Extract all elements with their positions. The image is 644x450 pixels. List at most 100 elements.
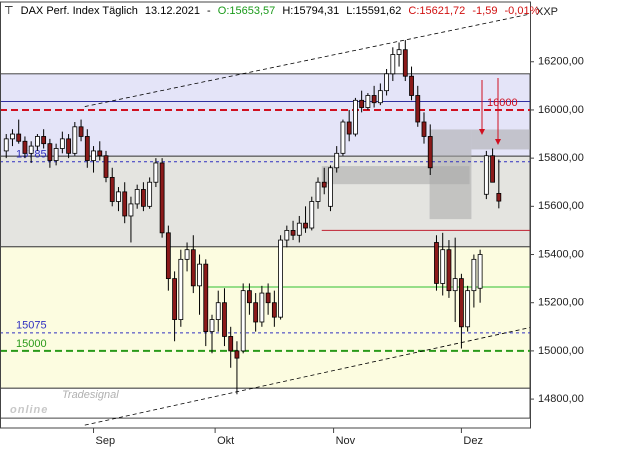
date: 13.12.2021 xyxy=(144,5,200,17)
candle-body xyxy=(72,126,78,154)
candle-body xyxy=(396,49,402,55)
candle-body xyxy=(190,249,196,287)
candle-body xyxy=(159,162,165,234)
candle-body xyxy=(371,95,377,104)
candle-body xyxy=(209,319,215,333)
candle-body xyxy=(47,143,53,161)
candle-body xyxy=(215,302,221,320)
candle-body xyxy=(35,136,40,147)
candle-body xyxy=(178,258,184,320)
candle-body xyxy=(234,350,240,359)
candle-body xyxy=(66,138,71,154)
candle-body xyxy=(303,222,308,229)
candle-body xyxy=(309,201,315,229)
candle-body xyxy=(122,191,128,217)
candle-body xyxy=(346,121,352,135)
candle-body xyxy=(353,99,358,135)
candle-body xyxy=(134,189,140,205)
candle-body xyxy=(53,148,59,161)
y-tick-label: 15800,00 xyxy=(538,152,584,164)
candle-body xyxy=(452,278,458,292)
candle-body xyxy=(427,136,433,169)
candle-body xyxy=(415,95,421,123)
candle-body xyxy=(465,290,471,328)
trendline xyxy=(84,13,531,107)
candle-body xyxy=(253,302,259,323)
candle-body xyxy=(384,73,389,92)
candle-body xyxy=(265,292,271,304)
candle-body xyxy=(103,155,109,178)
candle-body xyxy=(434,242,439,284)
zone xyxy=(429,129,472,220)
y-tick-label: 15600,00 xyxy=(538,200,584,212)
candle-body xyxy=(28,145,34,154)
candle-body xyxy=(10,133,15,140)
watermark-big: online xyxy=(10,404,48,416)
instrument: DAX Perf. Index Täglich xyxy=(20,5,138,17)
candle-body xyxy=(259,292,265,323)
candle-body xyxy=(271,302,277,318)
candle-body xyxy=(334,152,340,169)
x-tick-label: Okt xyxy=(217,435,234,447)
candle-body xyxy=(483,155,489,195)
candle-body xyxy=(41,136,47,145)
candle-body xyxy=(228,336,234,352)
band xyxy=(0,387,531,419)
level-label: 15000 xyxy=(16,338,47,350)
trendline xyxy=(84,327,531,426)
candle-body xyxy=(116,191,121,202)
candle-body xyxy=(172,278,177,320)
candle-body xyxy=(247,290,252,304)
candle-body xyxy=(359,99,365,108)
candle-body xyxy=(165,232,171,280)
quote-low: L:15591,62 xyxy=(346,5,402,17)
candle-body xyxy=(184,249,190,260)
candle-body xyxy=(278,239,283,318)
candle-body xyxy=(78,126,84,137)
candle-body xyxy=(446,249,452,292)
candle-body xyxy=(440,249,446,284)
candle-body xyxy=(22,140,28,154)
candle-body xyxy=(321,181,327,188)
level-label: 16000 xyxy=(487,97,518,109)
y-tick-label: 16200,00 xyxy=(538,56,584,68)
quote-close: C:15621,72 xyxy=(408,5,466,17)
candle-body xyxy=(84,136,90,161)
candle-body xyxy=(3,138,9,152)
candle-body xyxy=(153,162,159,183)
quote-change: -1,59 xyxy=(472,5,498,17)
candle-body xyxy=(284,230,290,241)
candle-body xyxy=(109,177,115,202)
candle-body xyxy=(328,167,333,207)
candle-body xyxy=(390,54,396,75)
quote-high: H:15794,31 xyxy=(282,5,340,17)
y-tick-label: 15400,00 xyxy=(538,248,584,260)
candle-body xyxy=(421,121,427,137)
level-label: 15075 xyxy=(16,320,47,332)
candle-body xyxy=(471,258,477,292)
candle-body xyxy=(477,254,483,289)
candle-body xyxy=(340,121,346,154)
watermark-small: Tradesignal xyxy=(62,389,119,401)
candle-body xyxy=(290,230,296,236)
y-tick-label: 15000,00 xyxy=(538,345,584,357)
candle-body xyxy=(147,181,153,207)
candle-body xyxy=(365,95,371,108)
candle-body xyxy=(490,155,495,183)
candle-body xyxy=(91,150,96,161)
candle-body xyxy=(315,181,321,202)
icon: ⊤ xyxy=(4,5,14,17)
x-tick-label: Dez xyxy=(463,435,483,447)
candle-body xyxy=(128,203,134,217)
candle-body xyxy=(97,150,103,157)
candle-body xyxy=(240,290,246,352)
candle-body xyxy=(59,138,65,149)
candle-body xyxy=(402,49,408,77)
candle-body xyxy=(459,278,464,328)
candle-body xyxy=(222,302,227,337)
quote-change-pct: -0,01% xyxy=(504,5,540,17)
candle-body xyxy=(141,189,146,207)
candle-body xyxy=(203,263,209,333)
x-tick-label: Sep xyxy=(96,435,116,447)
